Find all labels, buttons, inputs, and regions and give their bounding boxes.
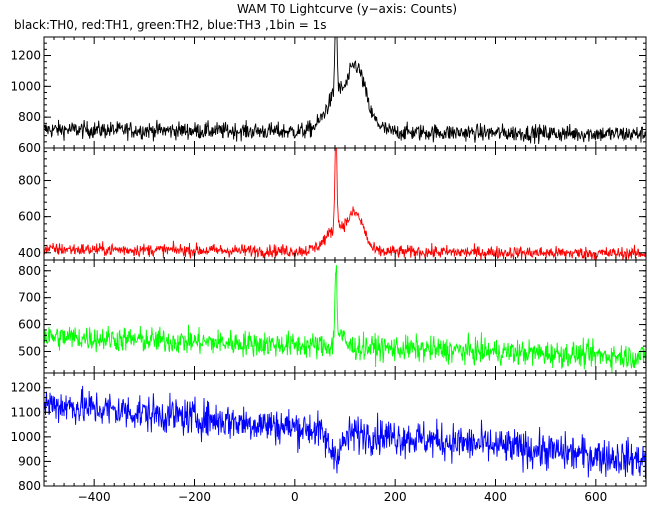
x-tick-label: 400: [484, 490, 507, 504]
y-tick-label: 600: [18, 210, 41, 224]
y-tick-label: 600: [18, 318, 41, 332]
x-tick-label: 0: [291, 490, 299, 504]
y-tick-label: 400: [18, 246, 41, 260]
series-line-th3: [44, 385, 646, 479]
y-tick-label: 1200: [10, 49, 41, 63]
chart-subtitle: black:TH0, red:TH1, green:TH2, blue:TH3 …: [14, 18, 327, 32]
panel-frame: [43, 147, 647, 261]
panel-th3: 800 900 1000 1100 1200: [10, 372, 647, 493]
y-tick-label: 900: [18, 454, 41, 468]
x-axis: −400 −200 0 200 400 600: [78, 490, 608, 504]
series-line-th2: [44, 265, 646, 373]
x-tick-label: 200: [384, 490, 407, 504]
y-tick-label: 700: [18, 291, 41, 305]
y-tick-label: 800: [18, 110, 41, 124]
y-tick-label: 600: [18, 141, 41, 155]
y-tick-label: 800: [18, 264, 41, 278]
y-tick-label: 1100: [10, 405, 41, 419]
panels-group: 600 800 1000 1200 400 600 800 500 600 700 800 800 90…: [10, 36, 647, 493]
series-line-th1: [44, 148, 646, 260]
chart-title: WAM T0 Lightcurve (y−axis: Counts): [237, 2, 457, 16]
x-tick-label: −200: [178, 490, 211, 504]
panel-frame: [43, 372, 647, 487]
y-tick-label: 800: [18, 479, 41, 493]
y-tick-label: 1000: [10, 79, 41, 93]
panel-th1: 400 600 800: [18, 147, 647, 261]
panel-th2: 500 600 700 800: [18, 259, 647, 374]
series-line-th0: [44, 37, 646, 145]
x-tick-label: 600: [584, 490, 607, 504]
y-tick-label: 1000: [10, 430, 41, 444]
y-tick-label: 500: [18, 344, 41, 358]
y-tick-label: 800: [18, 174, 41, 188]
x-tick-label: −400: [78, 490, 111, 504]
y-tick-label: 1200: [10, 381, 41, 395]
